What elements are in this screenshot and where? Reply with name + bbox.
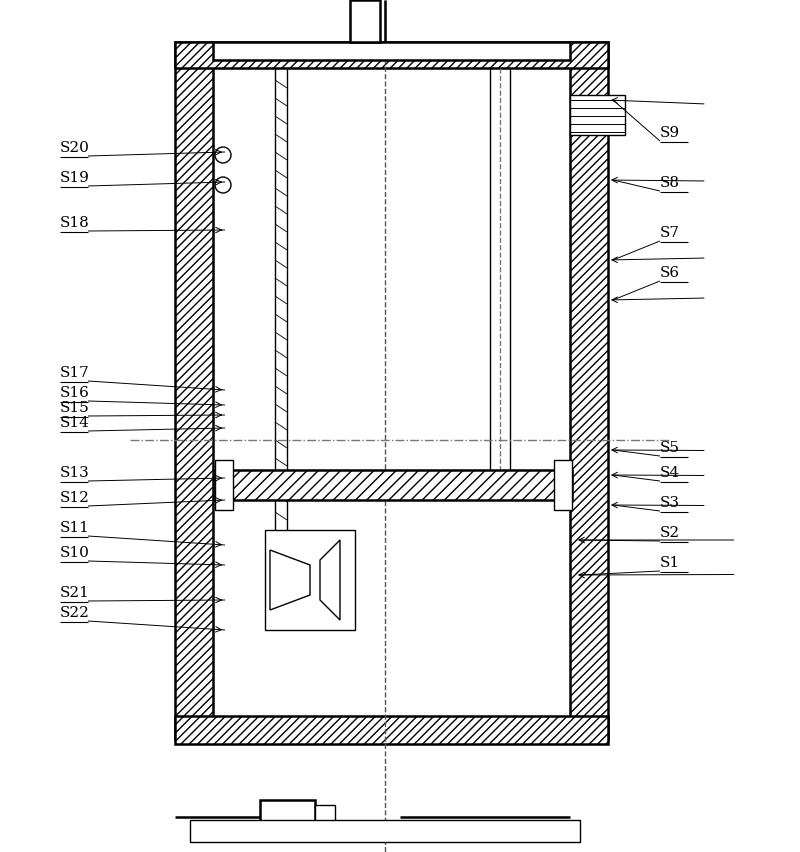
Text: S10: S10: [60, 546, 90, 560]
Text: S17: S17: [60, 366, 90, 380]
Text: S8: S8: [660, 176, 680, 190]
Text: S6: S6: [660, 266, 680, 280]
Text: S21: S21: [60, 586, 90, 600]
Text: S12: S12: [60, 491, 90, 505]
Text: S11: S11: [60, 521, 90, 535]
Polygon shape: [320, 540, 340, 620]
Text: S7: S7: [660, 226, 680, 240]
Bar: [175, 42, 608, 68]
Bar: [215, 470, 572, 500]
Bar: [570, 95, 625, 135]
Text: S19: S19: [60, 171, 90, 185]
Bar: [213, 42, 570, 60]
Bar: [215, 460, 233, 510]
Text: S14: S14: [60, 416, 90, 430]
Text: S13: S13: [60, 466, 90, 480]
Bar: [175, 42, 213, 740]
Bar: [315, 805, 335, 830]
Text: S9: S9: [660, 126, 680, 140]
Bar: [570, 42, 608, 740]
Text: S3: S3: [660, 496, 680, 510]
Text: S16: S16: [60, 386, 90, 400]
Text: S1: S1: [660, 556, 680, 570]
Text: S4: S4: [660, 466, 680, 480]
Bar: [265, 530, 355, 630]
Bar: [350, 0, 380, 42]
Polygon shape: [270, 550, 310, 610]
Text: S20: S20: [60, 141, 90, 155]
Text: S2: S2: [660, 526, 680, 540]
Bar: [554, 460, 572, 510]
Bar: [260, 800, 315, 835]
Bar: [190, 820, 580, 842]
Text: S5: S5: [660, 441, 680, 455]
Text: S22: S22: [60, 606, 90, 620]
Text: S18: S18: [60, 216, 90, 230]
Bar: [175, 716, 608, 744]
Text: S15: S15: [60, 401, 90, 415]
